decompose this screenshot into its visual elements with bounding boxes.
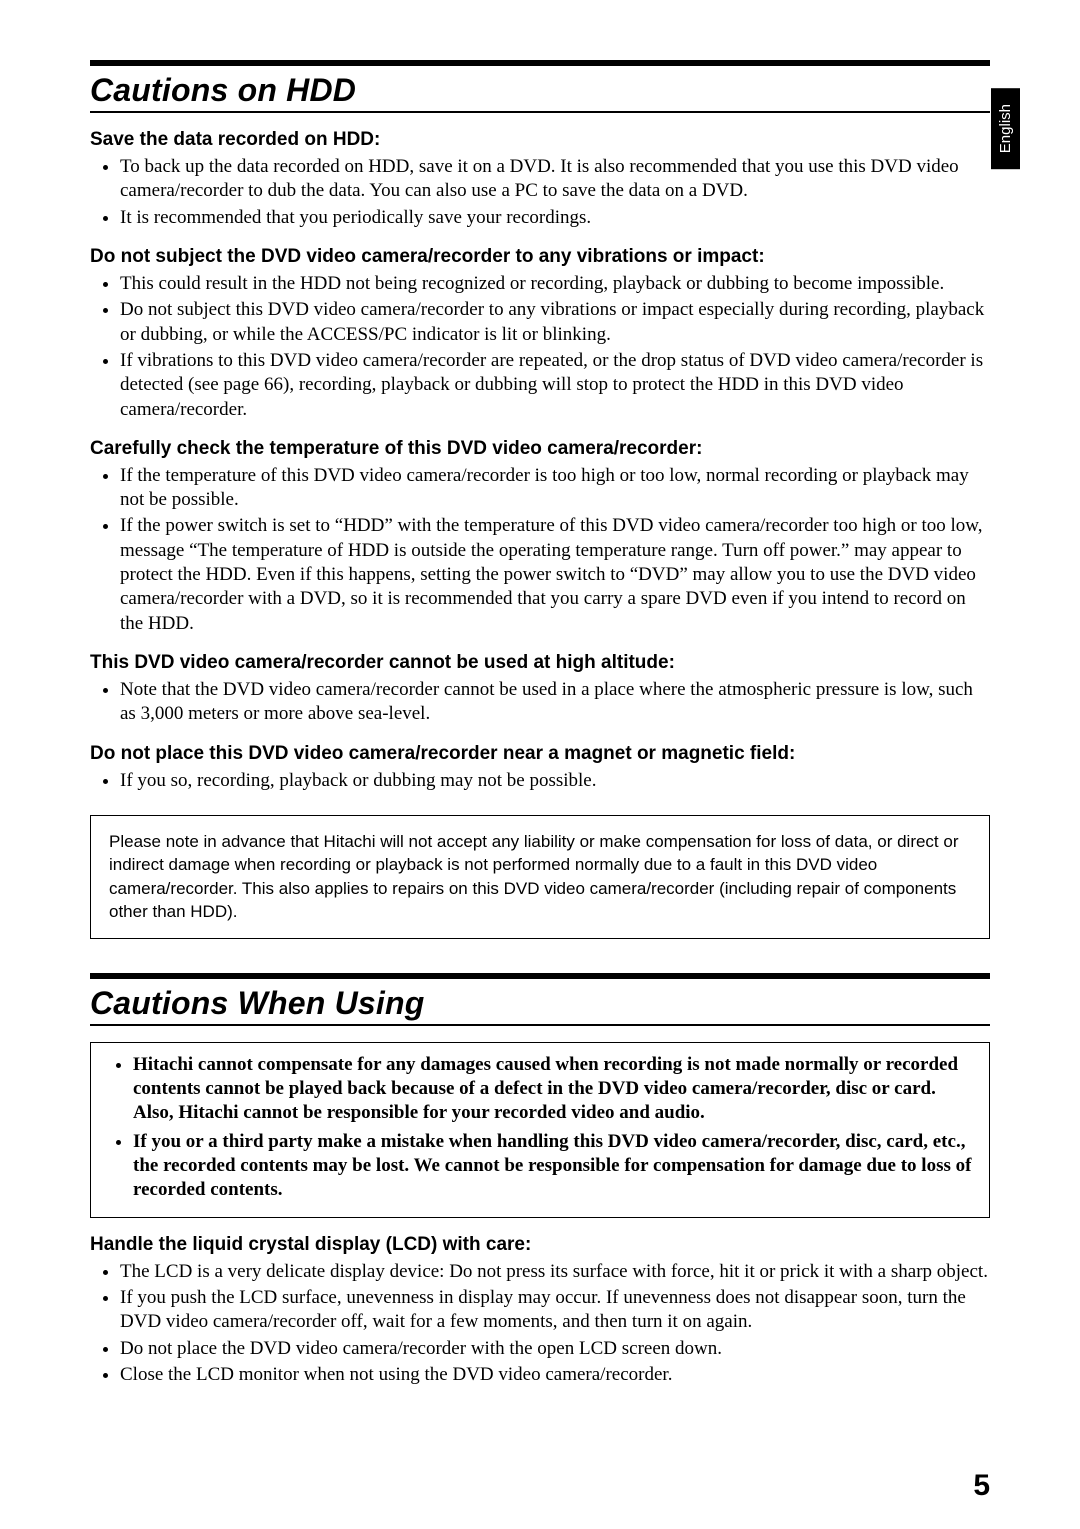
bullet-item: Note that the DVD video camera/recorder … <box>120 678 990 727</box>
page-number: 5 <box>973 1469 990 1503</box>
subheading-vibrations: Do not subject the DVD video camera/reco… <box>90 246 990 268</box>
bullet-item: If you push the LCD surface, unevenness … <box>120 1286 990 1335</box>
section-rule-top <box>90 973 990 979</box>
bullet-item: If the power switch is set to “HDD” with… <box>120 514 990 636</box>
bullet-item: Do not place the DVD video camera/record… <box>120 1337 990 1361</box>
bullet-item: This could result in the HDD not being r… <box>120 272 990 296</box>
bullet-list: This could result in the HDD not being r… <box>90 272 990 422</box>
subheading-save-data: Save the data recorded on HDD: <box>90 129 990 151</box>
bullet-list: Note that the DVD video camera/recorder … <box>90 678 990 727</box>
subheading-lcd: Handle the liquid crystal display (LCD) … <box>90 1234 990 1256</box>
section-title-cautions-using: Cautions When Using <box>90 985 990 1022</box>
bullet-list: If you so, recording, playback or dubbin… <box>90 769 990 793</box>
liability-notice-box: Please note in advance that Hitachi will… <box>90 815 990 939</box>
bullet-item: Do not subject this DVD video camera/rec… <box>120 298 990 347</box>
bullet-list: If the temperature of this DVD video cam… <box>90 464 990 636</box>
subheading-altitude: This DVD video camera/recorder cannot be… <box>90 652 990 674</box>
section-rule-under <box>90 111 990 113</box>
bullet-list: To back up the data recorded on HDD, sav… <box>90 155 990 230</box>
bullet-item: Close the LCD monitor when not using the… <box>120 1363 990 1387</box>
language-tab: English <box>991 88 1020 169</box>
section-rule-under <box>90 1024 990 1026</box>
bullet-item: If you so, recording, playback or dubbin… <box>120 769 990 793</box>
bullet-item: If vibrations to this DVD video camera/r… <box>120 349 990 422</box>
manual-page: English Cautions on HDD Save the data re… <box>0 0 1080 1529</box>
bullet-item: To back up the data recorded on HDD, sav… <box>120 155 990 204</box>
bullet-item: The LCD is a very delicate display devic… <box>120 1260 990 1284</box>
warning-item: If you or a third party make a mistake w… <box>133 1130 973 1203</box>
subheading-magnet: Do not place this DVD video camera/recor… <box>90 743 990 765</box>
section-title-cautions-hdd: Cautions on HDD <box>90 72 990 109</box>
subheading-temperature: Carefully check the temperature of this … <box>90 438 990 460</box>
section-rule-top <box>90 60 990 66</box>
bullet-list: The LCD is a very delicate display devic… <box>90 1260 990 1388</box>
warning-box: Hitachi cannot compensate for any damage… <box>90 1042 990 1218</box>
warning-item: Hitachi cannot compensate for any damage… <box>133 1053 973 1126</box>
bullet-item: It is recommended that you periodically … <box>120 206 990 230</box>
bullet-item: If the temperature of this DVD video cam… <box>120 464 990 513</box>
